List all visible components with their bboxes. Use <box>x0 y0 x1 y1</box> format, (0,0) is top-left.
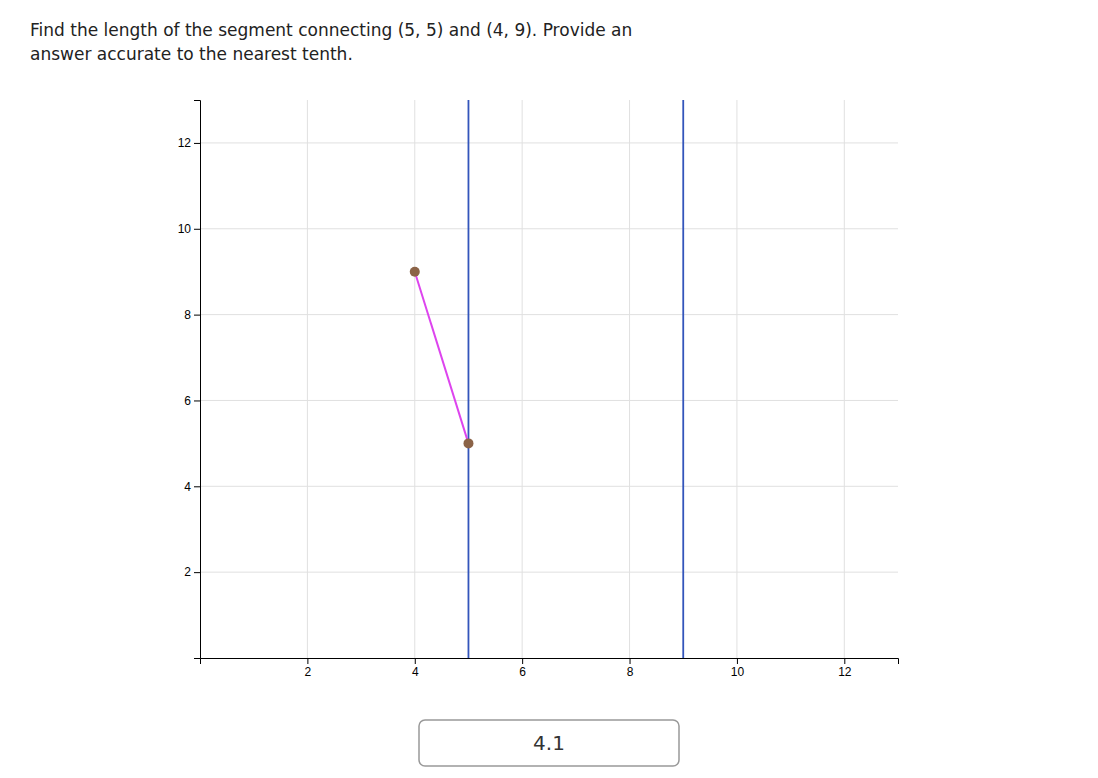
plot: 2 4 6 8 10 12 2 4 6 8 10 12 <box>178 100 899 679</box>
point <box>410 267 420 277</box>
x-axis-tick: 8 <box>627 658 634 679</box>
x-axis-tick: 10 <box>731 658 745 679</box>
reference-line <box>682 100 684 658</box>
y-axis-tick: 10 <box>178 222 200 236</box>
x-axis-tick-label: 10 <box>731 665 745 679</box>
y-axis-tick: 6 <box>184 394 200 408</box>
y-axis-tick-label: 6 <box>184 394 191 408</box>
y-axis-tick-mark <box>194 572 200 573</box>
x-axis-tick: 12 <box>838 658 852 679</box>
x-axis-tick-mark <box>844 658 845 664</box>
x-axis-tick-label: 12 <box>838 665 852 679</box>
answer-box-frame <box>419 720 679 766</box>
y-axis-tick-label: 4 <box>184 480 191 494</box>
annotation: 4.1 <box>533 731 565 755</box>
x-axis-tick-mark <box>737 658 738 664</box>
x-axis-tick-mark <box>522 658 523 664</box>
grid-line-x <box>414 100 415 658</box>
subtitle: answer accurate to the nearest tenth. <box>30 44 353 64</box>
grid-line-y <box>200 228 898 229</box>
y-axis-tick-label: 2 <box>184 565 191 579</box>
x-axis-tick-mark <box>307 658 308 664</box>
y-axis-tick-mark <box>194 315 200 316</box>
grid-line-x <box>736 100 737 658</box>
grid-line-y <box>200 400 898 401</box>
grid <box>200 100 898 658</box>
x-axis-tick: 6 <box>519 658 526 679</box>
y-axis-tick-mark <box>194 400 200 401</box>
y-axis-tick: 4 <box>184 480 200 494</box>
x-axis-tick-label: 2 <box>305 665 312 679</box>
y-axis-tick-mark <box>194 229 200 230</box>
x-axis-tick-mark <box>415 658 416 664</box>
grid-line-y <box>200 572 898 573</box>
y-axis-tick-label: 10 <box>178 222 192 236</box>
x-axis-tick: 4 <box>412 658 419 679</box>
y-axis: 2 4 6 8 10 12 <box>178 101 201 659</box>
x-axis-tick-label: 6 <box>519 665 526 679</box>
segment-line <box>415 272 469 444</box>
y-axis-tick: 8 <box>184 308 200 322</box>
y-axis-line <box>194 101 201 659</box>
grid-line-y <box>200 486 898 487</box>
point <box>463 438 473 448</box>
marks <box>410 100 683 658</box>
answer-box: 4.1 <box>419 720 679 766</box>
chart: Find the length of the segment connectin… <box>0 0 1098 778</box>
y-axis-tick-mark <box>194 486 200 487</box>
grid-line-y <box>200 142 898 143</box>
x-axis-tick-label: 4 <box>412 665 419 679</box>
grid-line-x <box>307 100 308 658</box>
grid-line-x <box>844 100 845 658</box>
x-axis-tick-mark <box>630 658 631 664</box>
x-axis-line <box>201 659 899 665</box>
x-axis: 2 4 6 8 10 12 <box>201 658 899 679</box>
title: Find the length of the segment connectin… <box>30 20 632 40</box>
reference-line <box>468 100 470 658</box>
y-axis-tick: 12 <box>178 136 200 150</box>
x-axis-tick: 2 <box>305 658 312 679</box>
grid-line-x <box>629 100 630 658</box>
x-axis-tick-label: 8 <box>627 665 634 679</box>
grid-line-y <box>200 314 898 315</box>
y-axis-tick: 2 <box>184 565 200 579</box>
y-axis-tick-label: 8 <box>184 308 191 322</box>
grid-line-x <box>522 100 523 658</box>
y-axis-tick-mark <box>194 143 200 144</box>
y-axis-tick-label: 12 <box>178 136 192 150</box>
